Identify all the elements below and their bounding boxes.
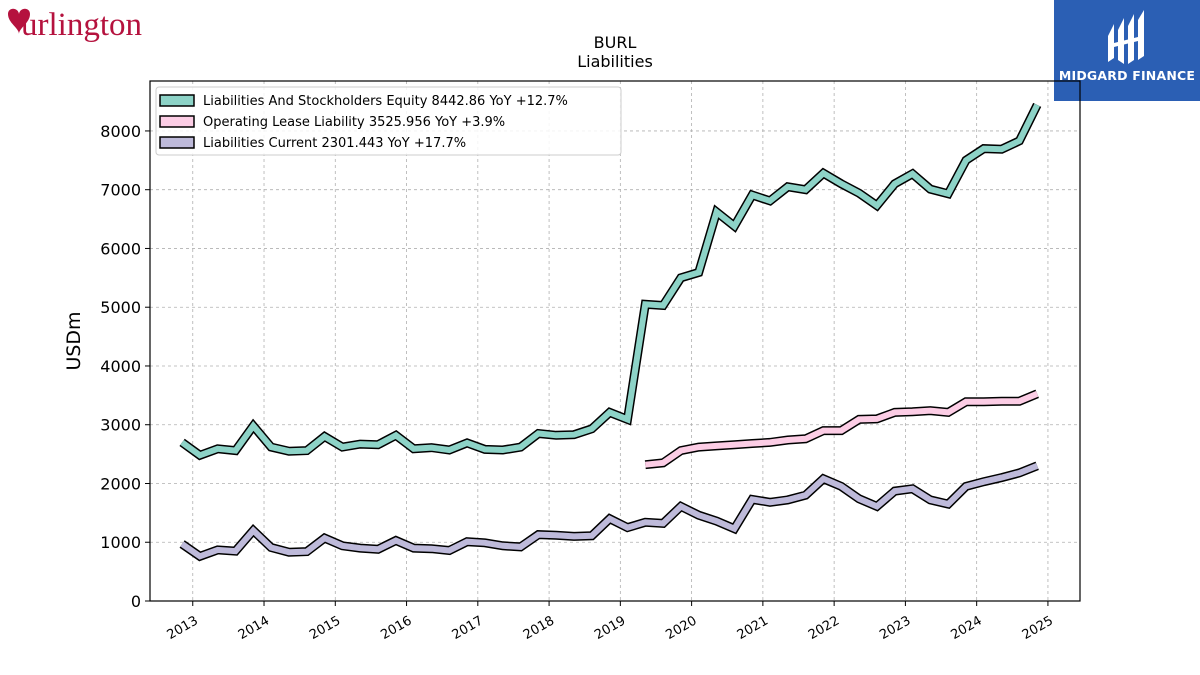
x-axis-ticks: 2013 2014 2015 2016 2017 2018 2019 2020 2021 2022… (165, 601, 1056, 643)
x-tick-label: 2013 (165, 613, 201, 643)
y-tick-label: 7000 (100, 181, 141, 200)
chart-subtitle: Liabilities (577, 52, 653, 71)
x-tick-label: 2024 (949, 613, 985, 643)
series-lines (179, 102, 1042, 562)
legend-swatch-0 (159, 94, 195, 107)
y-tick-label: 3000 (100, 416, 141, 435)
legend-label-2: Liabilities Current 2301.443 YoY +17.7% (203, 136, 466, 151)
legend-box (155, 86, 622, 156)
x-tick-label: 2017 (450, 613, 486, 643)
y-axis-label: USDm (63, 311, 85, 370)
x-tick-label: 2020 (663, 613, 699, 643)
y-tick-label: 1000 (100, 533, 141, 552)
series-outline-2 (179, 461, 1039, 562)
finance-logo-icon (1108, 10, 1144, 64)
y-tick-label: 2000 (100, 474, 141, 493)
chart-title: BURL (594, 33, 637, 52)
legend-label-0: Liabilities And Stockholders Equity 8442… (203, 94, 568, 109)
legend-label-1: Operating Lease Liability 3525.956 YoY +… (203, 115, 505, 130)
x-tick-label: 2021 (735, 613, 771, 643)
y-tick-label: 5000 (100, 298, 141, 317)
x-tick-label: 2019 (592, 613, 628, 643)
legend: Liabilities And Stockholders Equity 8442… (155, 86, 622, 156)
series-line-2 (180, 463, 1039, 560)
y-tick-label: 0 (131, 592, 141, 611)
series-line-0 (180, 103, 1040, 459)
y-tick-label: 4000 (100, 357, 141, 376)
x-tick-label: 2016 (378, 613, 414, 643)
x-tick-label: 2023 (877, 613, 913, 643)
legend-swatch-2 (159, 136, 195, 149)
x-tick-label: 2018 (521, 613, 557, 643)
finance-name: MIDGARD FINANCE (1058, 68, 1196, 83)
finance-badge: MIDGARD FINANCE (1054, 0, 1200, 101)
x-tick-label: 2022 (806, 613, 842, 643)
burlington-logo: urlington (8, 7, 142, 43)
series-line-1 (644, 391, 1039, 468)
y-tick-label: 8000 (100, 122, 141, 141)
x-tick-label: 2025 (1020, 613, 1056, 643)
y-tick-label: 6000 (100, 239, 141, 258)
x-tick-label: 2014 (236, 613, 272, 643)
heart-icon (8, 8, 30, 34)
series-outline-0 (179, 102, 1042, 461)
svg-text:urlington: urlington (21, 7, 142, 43)
x-tick-label: 2015 (307, 613, 343, 643)
plot-frame (149, 80, 1081, 602)
legend-swatch-1 (159, 115, 195, 128)
y-axis-ticks: 0 1000 2000 3000 4000 5000 6000 7000 8000 (100, 122, 150, 611)
